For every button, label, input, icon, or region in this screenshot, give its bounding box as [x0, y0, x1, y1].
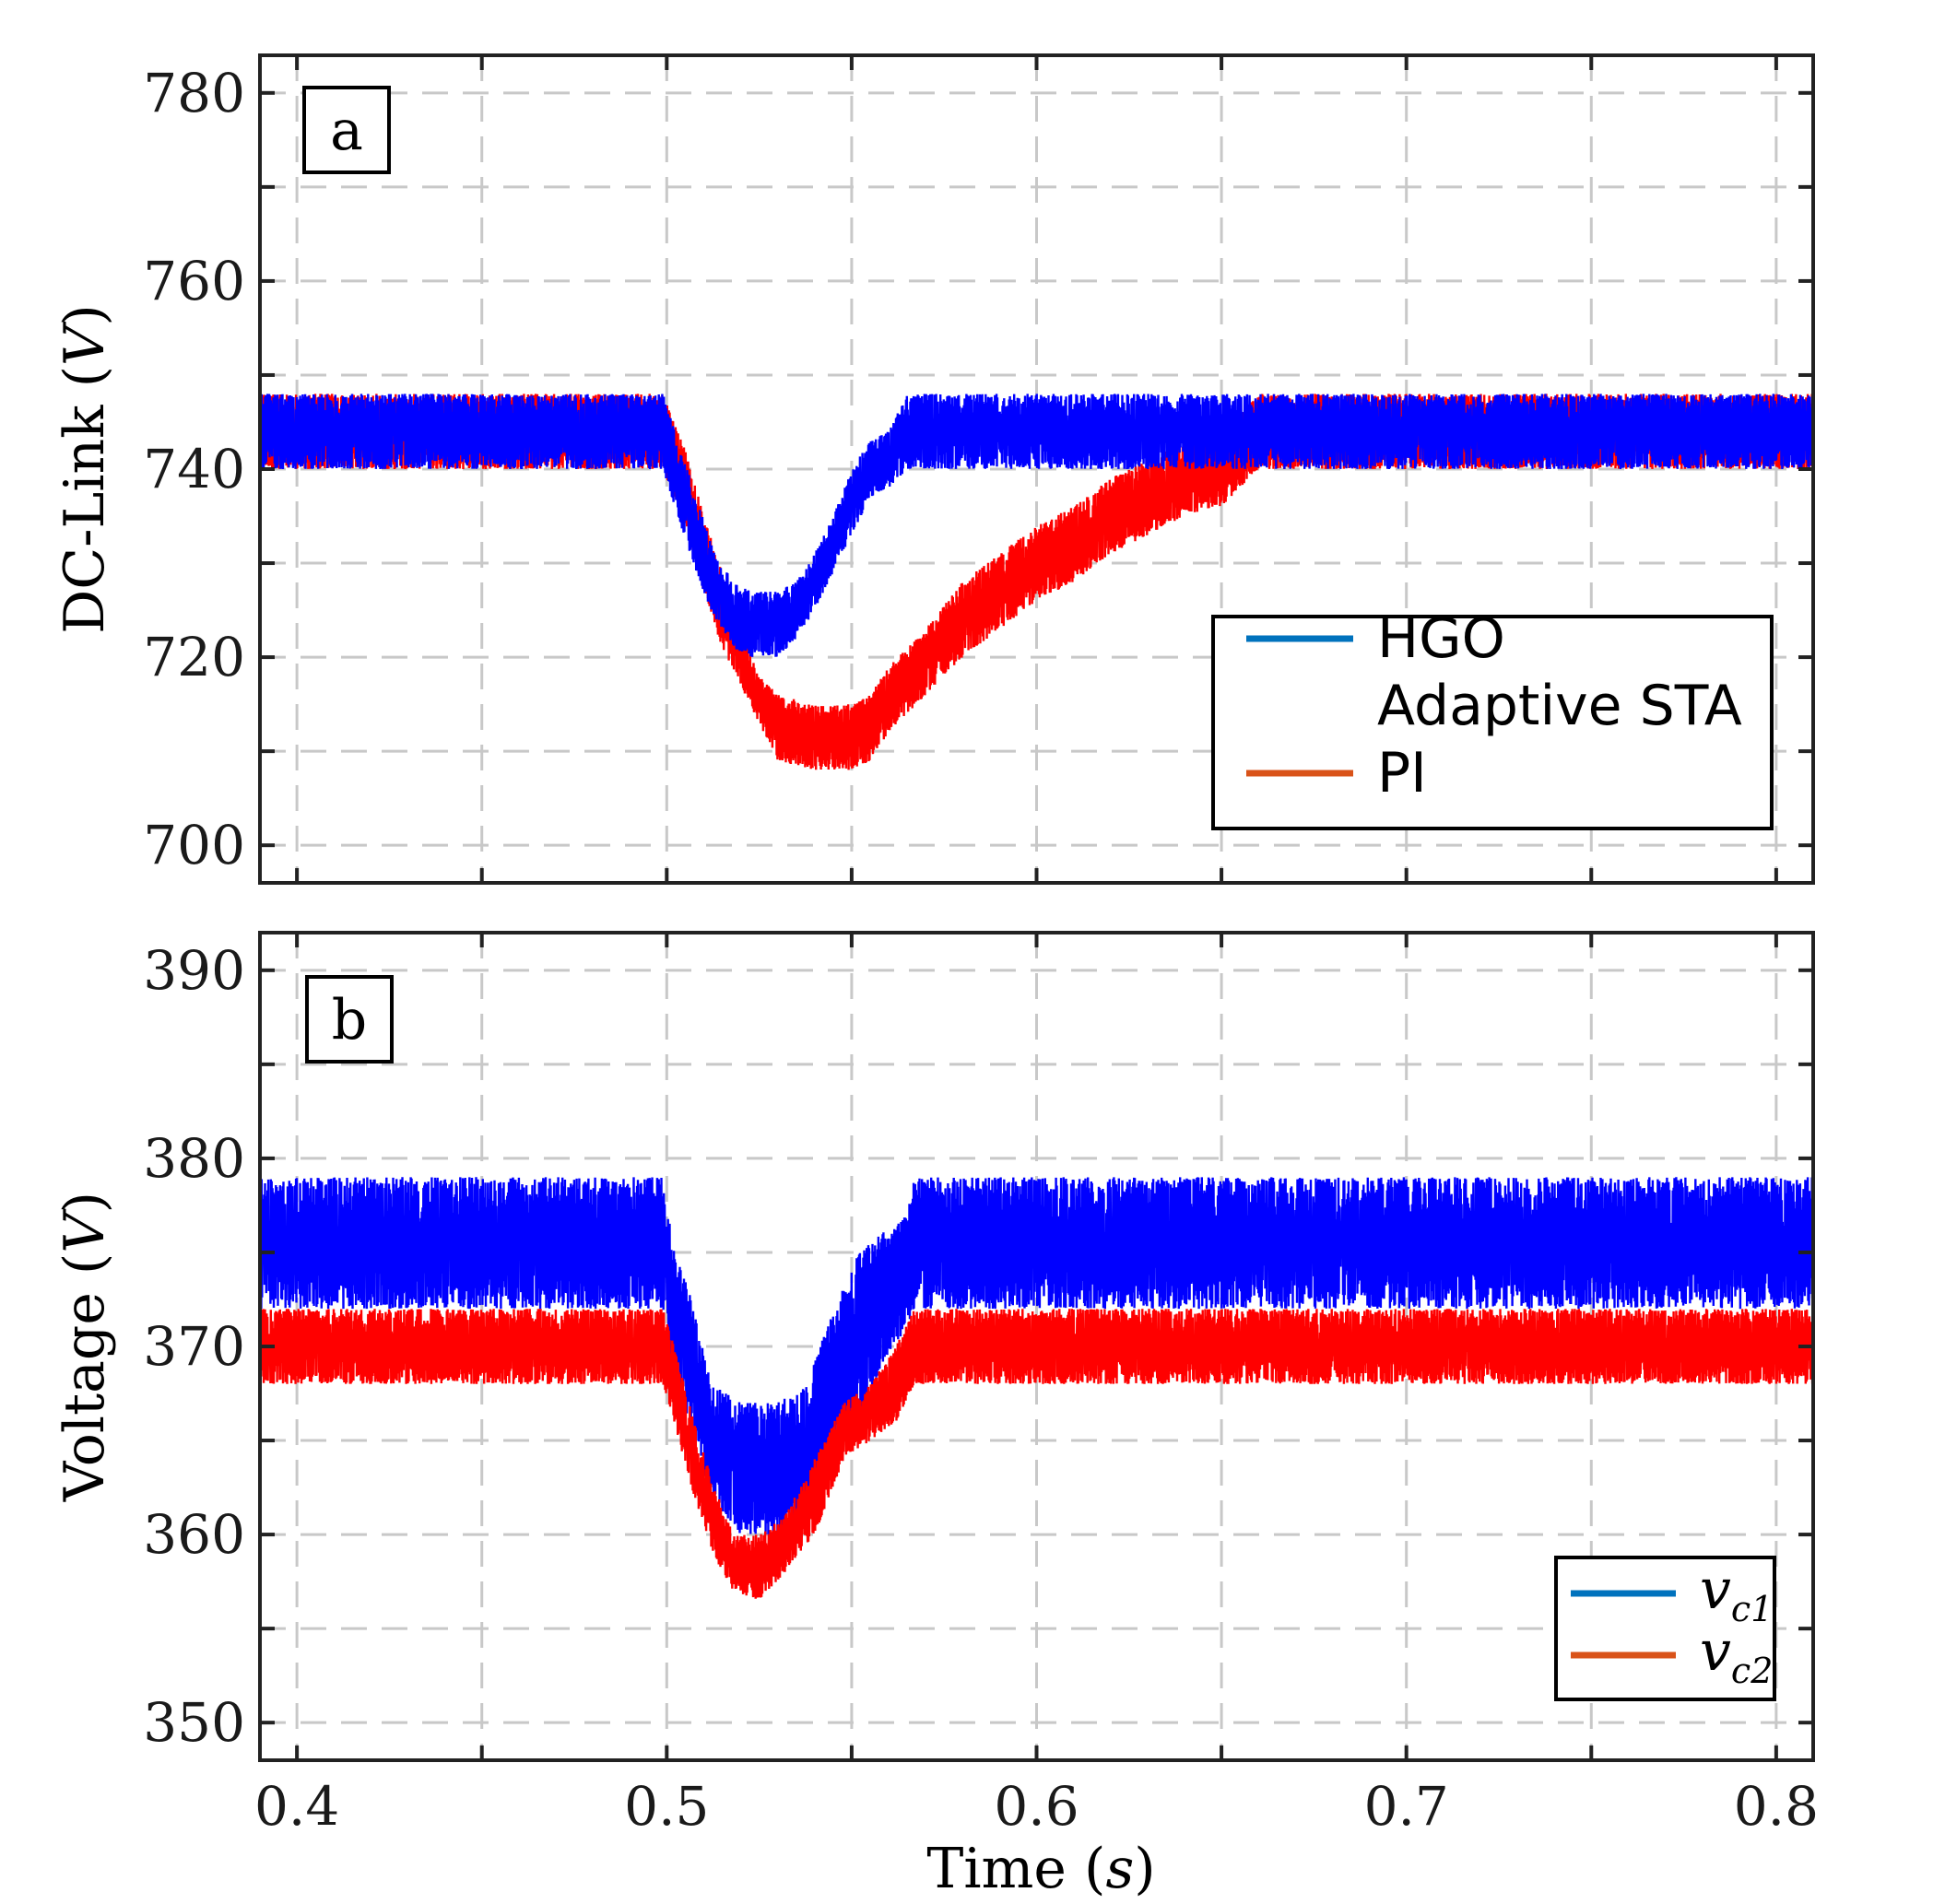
y-tick-label: 360 [143, 1503, 245, 1566]
panel-tag-b: b [332, 988, 367, 1052]
y-tick-label: 740 [143, 438, 245, 500]
legend-box [1554, 1556, 1776, 1701]
legend-box [1211, 615, 1774, 830]
legend-label: vc2 [1700, 1619, 1773, 1691]
x-tick-label: 0.4 [254, 1775, 339, 1838]
panel-tag-box [302, 86, 391, 174]
series-vc2 [260, 1309, 1813, 1599]
y-tick-label: 350 [143, 1691, 245, 1754]
x-tick-label: 0.7 [1364, 1775, 1449, 1838]
x-tick-label: 0.5 [624, 1775, 709, 1838]
y-tick-label: 380 [143, 1127, 245, 1190]
y-axis-label: DC-Link (V) [53, 304, 117, 634]
y-tick-label: 760 [143, 250, 245, 312]
series-area [260, 1177, 1813, 1599]
series-vc1 [260, 1177, 1813, 1535]
legend-label: HGO [1377, 606, 1505, 671]
panel-b: 350 360 370 380 390 0.4 0.5 0.6 0.7 0.8 Voltage (V… [53, 931, 1819, 1901]
series-hgo [260, 394, 1813, 657]
y-axis-label: Voltage (V) [53, 1192, 117, 1502]
y-tick-label: 370 [143, 1315, 245, 1378]
panel-tag-a: a [330, 99, 363, 163]
y-tick-label: 720 [143, 626, 245, 688]
legend-label: Adaptive STA [1377, 674, 1742, 738]
y-tick-label: 700 [143, 814, 245, 876]
y-tick-label: 780 [143, 62, 245, 124]
legend-label: vc1 [1700, 1557, 1773, 1629]
legend-label: PI [1377, 741, 1427, 805]
x-tick-label: 0.6 [994, 1775, 1079, 1838]
panel-tag-box [305, 975, 394, 1064]
series-area [260, 394, 1813, 770]
x-tick-label: 0.8 [1734, 1775, 1819, 1838]
y-tick-label: 390 [143, 939, 245, 1002]
x-axis-label: Time (s) [926, 1837, 1155, 1901]
